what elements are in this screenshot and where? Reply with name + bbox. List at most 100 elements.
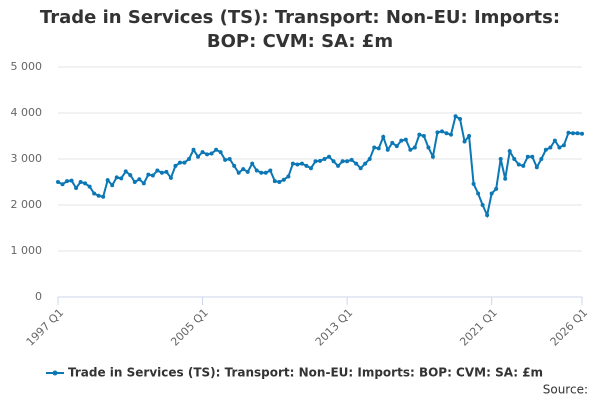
point — [146, 172, 151, 177]
point — [322, 157, 327, 161]
point — [449, 132, 453, 137]
point — [92, 191, 97, 196]
point — [570, 131, 575, 136]
point — [521, 163, 526, 168]
point — [358, 166, 363, 171]
point — [313, 159, 318, 164]
point — [137, 177, 142, 182]
point — [87, 184, 92, 189]
point — [232, 163, 237, 168]
point — [295, 162, 300, 167]
x-tick-label: 2026 Q1 — [548, 306, 591, 349]
point — [110, 183, 115, 188]
point — [575, 131, 580, 136]
point — [83, 181, 88, 186]
x-tick-label: 1997 Q1 — [24, 306, 67, 349]
point — [272, 179, 277, 184]
point — [548, 145, 553, 150]
point — [467, 134, 472, 138]
point — [74, 185, 79, 190]
point — [105, 178, 110, 183]
point — [552, 138, 557, 143]
point — [381, 134, 386, 139]
point — [263, 170, 268, 175]
point — [412, 145, 417, 150]
point — [286, 174, 291, 179]
point — [299, 161, 304, 166]
point — [168, 175, 173, 180]
point — [426, 145, 431, 150]
point — [308, 166, 313, 171]
point — [408, 147, 413, 152]
point — [218, 150, 223, 155]
point — [539, 157, 544, 161]
y-tick-label: 1 000 — [11, 244, 43, 257]
point — [101, 194, 106, 199]
point — [349, 157, 354, 162]
point — [462, 139, 467, 144]
point — [150, 173, 155, 178]
point — [534, 165, 539, 170]
point — [485, 213, 490, 218]
point — [159, 170, 164, 175]
point — [205, 152, 210, 157]
point — [182, 160, 187, 165]
point — [119, 176, 124, 181]
point — [128, 173, 133, 178]
y-tick-label: 2 000 — [11, 198, 43, 211]
point — [277, 180, 282, 184]
x-tick-label: 2021 Q1 — [457, 306, 500, 349]
point — [566, 130, 571, 135]
point — [177, 160, 182, 165]
point — [399, 138, 404, 143]
point — [69, 178, 74, 183]
point — [155, 168, 160, 173]
point — [200, 150, 205, 155]
point — [250, 161, 255, 166]
point — [196, 154, 201, 159]
x-tick-label: 2005 Q1 — [168, 306, 211, 349]
y-tick-label: 0 — [35, 290, 42, 303]
y-tick-label: 5 000 — [11, 60, 43, 73]
point — [363, 161, 368, 166]
point — [340, 159, 345, 164]
point — [561, 143, 566, 148]
point — [476, 191, 481, 196]
point — [430, 154, 435, 159]
point — [223, 157, 228, 162]
point — [214, 147, 219, 152]
point — [123, 169, 128, 174]
point — [173, 163, 178, 168]
point — [191, 147, 196, 152]
point — [245, 169, 250, 174]
point — [345, 159, 350, 164]
point — [543, 147, 548, 152]
point — [390, 140, 395, 145]
point — [376, 146, 381, 151]
point — [421, 134, 426, 138]
point — [471, 181, 476, 186]
point — [187, 157, 191, 161]
point — [327, 154, 332, 159]
point — [318, 158, 322, 163]
point — [290, 161, 295, 166]
point — [453, 114, 458, 119]
point — [78, 180, 83, 184]
point — [439, 129, 444, 134]
point — [164, 169, 169, 174]
point — [372, 145, 377, 150]
point — [268, 168, 273, 173]
point — [354, 161, 359, 166]
point — [494, 186, 499, 191]
point — [498, 157, 503, 161]
point — [304, 163, 309, 168]
point — [557, 145, 562, 150]
point — [227, 157, 232, 161]
source: Source: — [543, 383, 588, 397]
point — [516, 162, 521, 167]
point — [512, 157, 517, 161]
point — [435, 130, 440, 135]
point — [65, 179, 70, 184]
